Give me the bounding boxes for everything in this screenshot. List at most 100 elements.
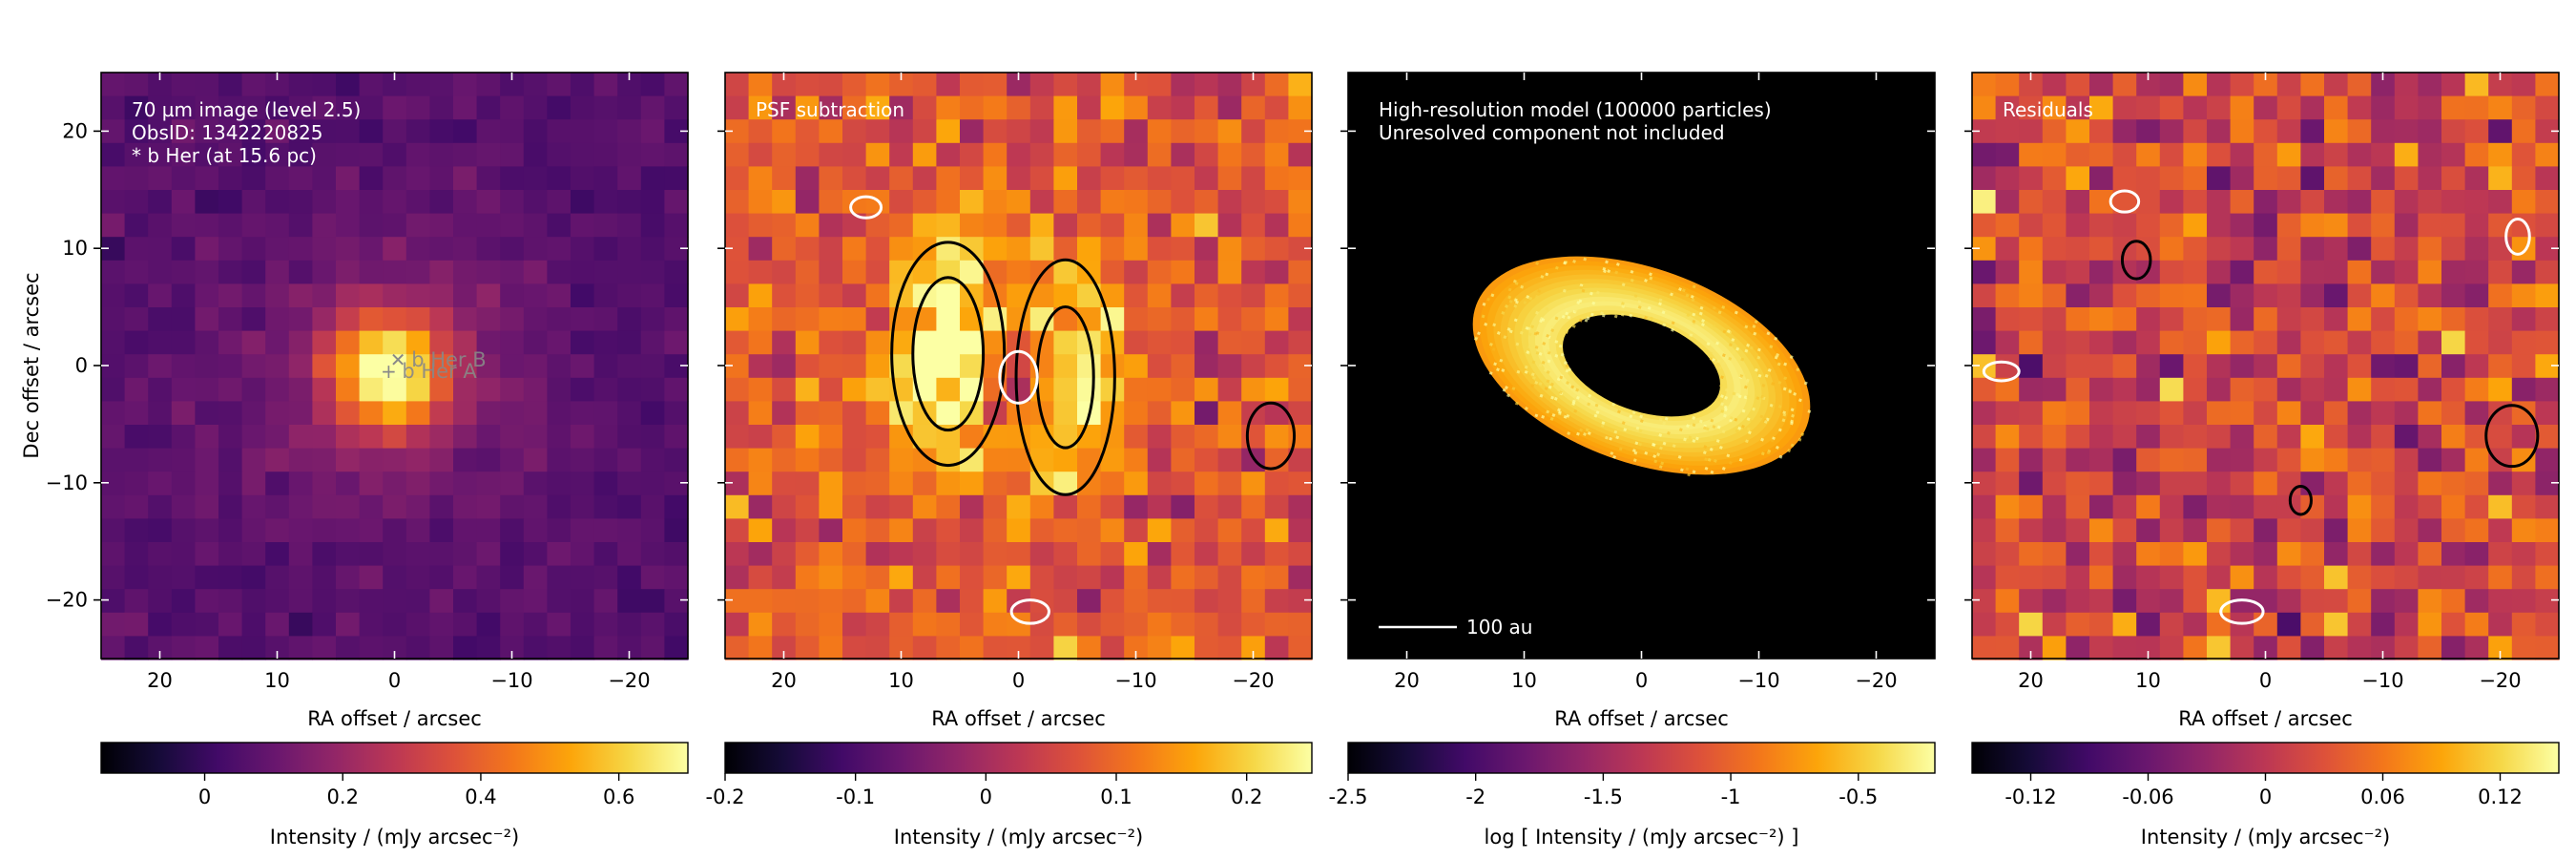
contour-line <box>1009 598 1050 625</box>
heatmap-cell <box>2535 565 2560 590</box>
disk-particle <box>1658 433 1663 437</box>
disk-particle <box>1721 430 1726 434</box>
heatmap-cell <box>2089 119 2114 144</box>
heatmap-cell <box>1195 73 1219 97</box>
heatmap-cell <box>1029 471 1054 496</box>
heatmap-cell <box>912 354 937 379</box>
heatmap-cell <box>640 283 665 308</box>
heatmap-cell <box>2276 636 2301 660</box>
heatmap-cell <box>795 119 820 144</box>
heatmap-cell <box>2394 95 2419 120</box>
heatmap-cell <box>148 213 173 238</box>
heatmap-cell <box>2276 448 2301 472</box>
disk-particle <box>1679 468 1684 472</box>
disk-particle <box>1526 295 1530 299</box>
heatmap-cell <box>2207 589 2232 614</box>
heatmap-cell <box>241 283 266 308</box>
heatmap-cell <box>819 377 843 402</box>
heatmap-cell <box>1147 612 1172 637</box>
heatmap-cell <box>2418 190 2442 215</box>
heatmap-cell <box>889 471 914 496</box>
disk-particle <box>1734 417 1738 422</box>
heatmap-cell <box>2042 330 2067 355</box>
disk-particle <box>1563 261 1568 265</box>
heatmap-cell <box>2394 565 2419 590</box>
heatmap-cell <box>218 260 243 284</box>
heatmap-cell <box>1195 636 1219 660</box>
heatmap-cell <box>2254 330 2278 355</box>
disk-particle <box>1698 419 1703 424</box>
disk-particle <box>1530 325 1535 329</box>
disk-particle <box>1723 413 1727 418</box>
heatmap-cell <box>2254 448 2278 472</box>
heatmap-cell <box>171 542 196 567</box>
heatmap-cell <box>218 542 243 567</box>
disk-particle <box>1715 439 1720 443</box>
heatmap-cell <box>2511 565 2536 590</box>
heatmap-cell <box>547 636 571 660</box>
heatmap-cell <box>2324 518 2349 543</box>
heatmap-cell <box>2207 542 2232 567</box>
disk-particle <box>1535 350 1540 355</box>
colorbar-tick-label: 0 <box>198 786 211 808</box>
heatmap-cell <box>312 166 337 191</box>
disk-particle <box>1688 435 1693 440</box>
heatmap-cell <box>359 237 384 262</box>
heatmap-cell <box>383 425 407 450</box>
heatmap-cell <box>842 260 867 284</box>
disk-particle <box>1554 265 1559 270</box>
heatmap-cell <box>772 448 797 472</box>
heatmap-cell <box>2464 612 2489 637</box>
heatmap-cell <box>2300 283 2325 308</box>
heatmap-cell <box>1007 237 1031 262</box>
heatmap-cell <box>429 283 454 308</box>
heatmap-cell <box>359 307 384 332</box>
heatmap-cell <box>2418 119 2442 144</box>
heatmap-cell <box>2324 401 2349 426</box>
heatmap-cell <box>2418 142 2442 167</box>
contour-line <box>998 349 1039 405</box>
heatmap-cell <box>383 330 407 355</box>
heatmap-cell <box>2300 377 2325 402</box>
heatmap-cell <box>664 589 689 614</box>
colorbar-tick-label: -2.5 <box>1329 786 1368 808</box>
heatmap-cell <box>593 166 618 191</box>
heatmap-cell <box>664 471 689 496</box>
heatmap-cell <box>1171 213 1195 238</box>
heatmap-cell <box>664 377 689 402</box>
disk-particle <box>1710 418 1714 423</box>
heatmap-cell <box>405 73 430 97</box>
heatmap-cell <box>2324 95 2349 120</box>
heatmap-cell <box>2112 494 2137 519</box>
heatmap-cell <box>2276 260 2301 284</box>
disk-particle <box>1638 442 1642 447</box>
heatmap-cell <box>617 330 642 355</box>
disk-particle <box>1629 313 1633 318</box>
disk-particle <box>1576 301 1581 305</box>
heatmap-cell <box>1147 565 1172 590</box>
heatmap-cell <box>865 73 890 97</box>
heatmap-cell <box>2371 565 2396 590</box>
heatmap-cell <box>265 518 290 543</box>
heatmap-cell <box>936 636 961 660</box>
heatmap-cell <box>725 565 750 590</box>
heatmap-cell <box>571 471 595 496</box>
disk-particle <box>1686 424 1690 429</box>
heatmap-cell <box>819 636 843 660</box>
disk-particle <box>1573 409 1578 413</box>
heatmap-cell <box>1053 377 1078 402</box>
heatmap-cell <box>2042 542 2067 567</box>
heatmap-cell <box>218 425 243 450</box>
disk-particle <box>1728 343 1733 347</box>
heatmap-cell <box>865 636 890 660</box>
disk-particle <box>1705 427 1710 431</box>
heatmap-cell <box>571 354 595 379</box>
heatmap-cell <box>124 142 149 167</box>
disk-particle <box>1541 318 1546 323</box>
heatmap-cell <box>2511 494 2536 519</box>
heatmap-cell <box>453 119 478 144</box>
heatmap-cell <box>772 237 797 262</box>
heatmap-cell <box>547 283 571 308</box>
heatmap-cell <box>359 401 384 426</box>
disk-particle <box>1545 272 1549 277</box>
